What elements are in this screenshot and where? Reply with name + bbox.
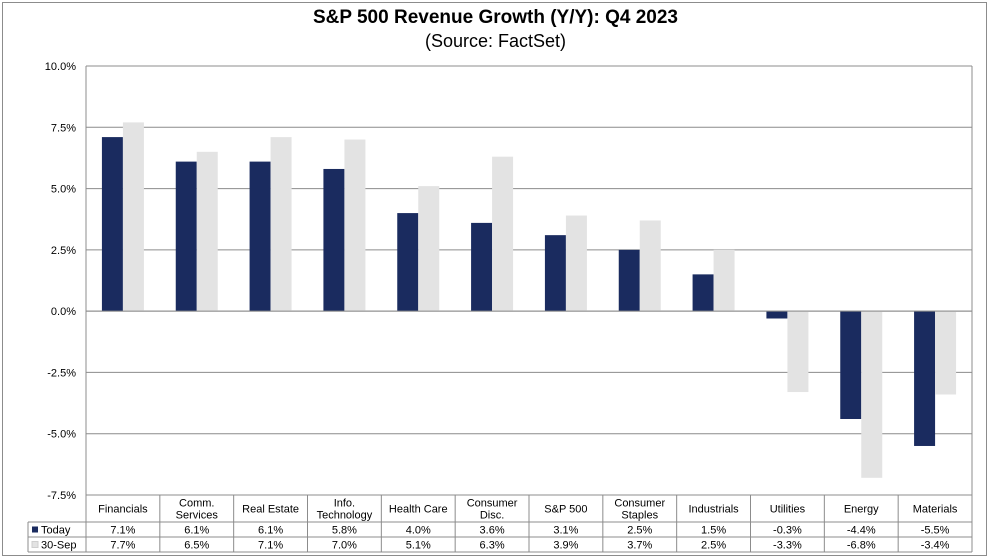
- data-label: 6.1%: [258, 525, 283, 537]
- category-label: Staples: [621, 510, 658, 522]
- bar-today: [692, 274, 714, 312]
- y-tick-label: 7.5%: [51, 122, 76, 134]
- bar-today: [397, 213, 419, 312]
- bar-today: [914, 311, 936, 446]
- bar-sep30: [270, 137, 292, 312]
- bar-sep30: [196, 151, 218, 312]
- data-label: -3.3%: [773, 540, 802, 552]
- y-tick-label: -7.5%: [47, 490, 76, 502]
- bar-sep30: [418, 186, 440, 312]
- data-label: 6.3%: [480, 540, 505, 552]
- data-label: -6.8%: [847, 540, 876, 552]
- bar-today: [766, 311, 788, 319]
- data-label: 5.8%: [332, 525, 357, 537]
- data-label: 3.1%: [553, 525, 578, 537]
- data-label: 6.1%: [184, 525, 209, 537]
- category-label: Comm.: [179, 498, 214, 510]
- chart-title: S&P 500 Revenue Growth (Y/Y): Q4 2023: [312, 7, 678, 28]
- y-axis-tick-labels: 10.0% 7.5% 5.0% 2.5% 0.0% -2.5% -5.0% -7.5%: [45, 61, 76, 502]
- bar-sep30: [492, 156, 514, 312]
- legend-swatch: [31, 541, 39, 548]
- data-table: Financials Comm.Services Real Estate Info.T…: [27, 495, 973, 553]
- data-label: -0.3%: [773, 525, 802, 537]
- category-label: Disc.: [480, 510, 504, 522]
- y-tick-label: 10.0%: [45, 61, 76, 73]
- bar-today: [323, 168, 345, 312]
- y-tick-label: 5.0%: [51, 184, 76, 196]
- legend-label: 30-Sep: [41, 540, 76, 552]
- bar-sep30: [565, 215, 587, 312]
- category-label: Utilities: [770, 504, 806, 516]
- category-label: S&P 500: [544, 504, 587, 516]
- bar-today: [249, 161, 271, 312]
- bar-today: [471, 222, 493, 312]
- data-label: -3.4%: [921, 540, 950, 552]
- category-label: Health Care: [389, 504, 448, 516]
- data-label: 2.5%: [701, 540, 726, 552]
- bar-sep30: [713, 249, 735, 312]
- data-label: 7.7%: [110, 540, 135, 552]
- category-label: Info.: [334, 498, 355, 510]
- category-label: Consumer: [467, 498, 518, 510]
- data-label: 7.0%: [332, 540, 357, 552]
- data-label: 1.5%: [701, 525, 726, 537]
- data-label: 4.0%: [406, 525, 431, 537]
- bars: [86, 122, 972, 478]
- bar-sep30: [861, 311, 883, 478]
- bar-sep30: [344, 139, 366, 312]
- category-label: Consumer: [614, 498, 665, 510]
- y-tick-label: 2.5%: [51, 245, 76, 257]
- legend-swatch: [32, 526, 38, 533]
- bar-today: [101, 137, 123, 312]
- data-label: 7.1%: [258, 540, 283, 552]
- bar-today: [618, 249, 640, 312]
- category-label: Real Estate: [242, 504, 299, 516]
- category-label: Industrials: [689, 504, 740, 516]
- gridlines: [85, 65, 973, 496]
- bar-today: [544, 235, 566, 312]
- y-tick-label: -2.5%: [47, 367, 76, 379]
- data-label: 3.9%: [553, 540, 578, 552]
- category-label: Technology: [317, 510, 373, 522]
- legend-label: Today: [41, 525, 71, 537]
- data-label: 3.7%: [627, 540, 652, 552]
- category-label: Services: [176, 510, 219, 522]
- y-tick-label: -5.0%: [47, 429, 76, 441]
- category-label: Financials: [98, 504, 148, 516]
- data-label: 3.6%: [480, 525, 505, 537]
- bar-sep30: [122, 122, 144, 312]
- category-label: Materials: [913, 504, 958, 516]
- bar-sep30: [935, 311, 957, 395]
- data-label: 5.1%: [406, 540, 431, 552]
- chart-subtitle: (Source: FactSet): [424, 31, 567, 51]
- bar-sep30: [787, 311, 809, 393]
- bar-today: [175, 161, 197, 312]
- data-label: 2.5%: [627, 525, 652, 537]
- bar-today: [840, 311, 862, 420]
- data-label: -4.4%: [847, 525, 876, 537]
- data-label: 7.1%: [110, 525, 135, 537]
- bar-sep30: [639, 220, 661, 312]
- data-label: 6.5%: [184, 540, 209, 552]
- category-label: Energy: [844, 504, 879, 516]
- data-label: -5.5%: [921, 525, 950, 537]
- y-tick-label: 0.0%: [51, 306, 76, 318]
- title-block: S&P 500 Revenue Growth (Y/Y): Q4 2023 (S…: [0, 6, 991, 52]
